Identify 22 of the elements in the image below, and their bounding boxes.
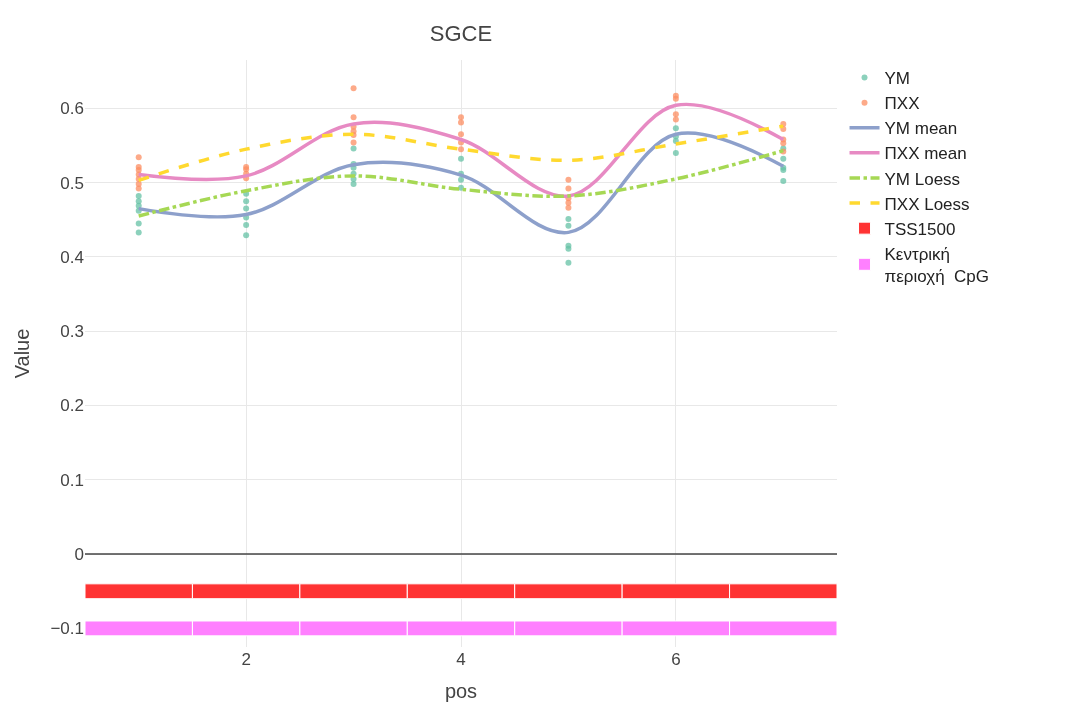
- y-tick-label: −0.1: [50, 619, 84, 639]
- legend-label: TSS1500: [884, 219, 956, 239]
- legend-label: Κεντρική περιοχή CpG: [884, 244, 990, 286]
- x-tick-label: 2: [241, 650, 251, 669]
- chart-title: SGCE: [429, 20, 493, 46]
- legend-label: ΥΜ: [884, 69, 911, 89]
- x-tick-label: 6: [671, 650, 681, 669]
- legend-label: ΠΧΧ: [884, 94, 920, 114]
- y-tick-label: 0.1: [60, 470, 84, 490]
- y-tick-label: 0: [74, 545, 84, 565]
- y-tick-label: 0.4: [60, 247, 84, 267]
- y-tick-label: 0.2: [60, 396, 84, 416]
- x-tick-label: 4: [456, 650, 466, 669]
- y-axis-title: Value: [10, 328, 33, 379]
- x-axis-title: pos: [444, 679, 478, 702]
- y-tick-label: 0.6: [60, 99, 84, 119]
- legend-label: ΠΧΧ mean: [884, 144, 967, 164]
- legend-label: ΥΜ mean: [884, 119, 958, 139]
- y-tick-label: 0.3: [60, 322, 84, 342]
- legend-label: ΠΧΧ Loess: [884, 194, 970, 214]
- legend-label: ΥΜ Loess: [884, 169, 961, 189]
- y-tick-label: 0.5: [60, 173, 84, 193]
